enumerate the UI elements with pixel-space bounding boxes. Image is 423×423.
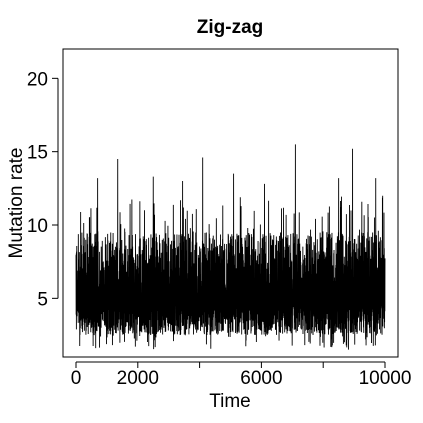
series-layer	[75, 144, 386, 350]
y-axis-label: Mutation rate	[6, 148, 27, 259]
chart-title: Zig-zag	[197, 17, 264, 38]
series-line	[75, 144, 386, 350]
y-tick-label: 5	[37, 289, 48, 310]
y-axis: 5 10 15 20	[27, 69, 59, 310]
y-tick-label: 10	[27, 216, 48, 237]
y-tick-label: 20	[27, 69, 48, 90]
x-axis-label: Time	[209, 391, 251, 412]
plot-frame	[62, 48, 399, 358]
x-tick-label: 0	[71, 368, 82, 389]
x-axis: 0 2000 6000 10000	[71, 361, 412, 389]
x-tick-label: 2000	[117, 368, 159, 389]
y-tick-label: 15	[27, 143, 48, 164]
x-tick-label: 6000	[240, 368, 282, 389]
x-tick-label: 10000	[359, 368, 412, 389]
